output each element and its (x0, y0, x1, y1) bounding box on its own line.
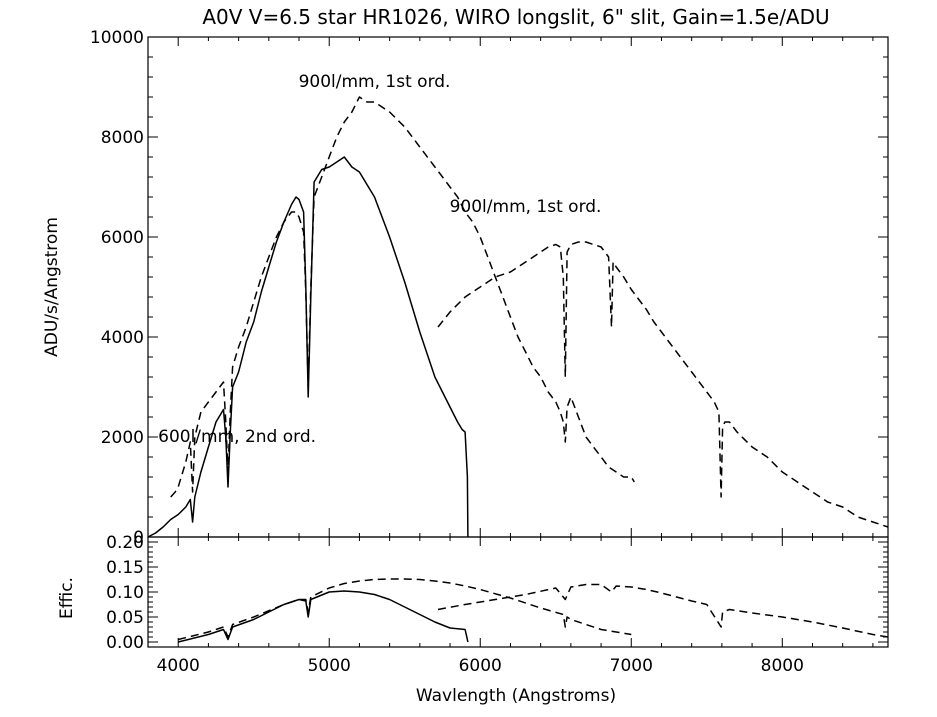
flux-y-axis-title: ADU/s/Angstrom (42, 217, 62, 357)
x-axis-title: Wavlength (Angstroms) (416, 686, 616, 706)
flux-annotations: 900l/mm, 1st ord. 900l/mm, 1st ord. 600l/m… (158, 72, 601, 447)
x-tick-labels: 4000 5000 6000 7000 8000 (157, 656, 804, 676)
efficiency-y-tick-label: 0.15 (106, 558, 144, 578)
flux-y-tick-label: 4000 (101, 328, 144, 348)
flux-panel: 0 2000 4000 6000 8000 10000 900l/mm, 1st ord.… (42, 28, 889, 548)
x-tick-label: 6000 (459, 656, 502, 676)
efficiency-y-tick-labels: 0.00 0.05 0.10 0.15 0.20 (106, 533, 144, 653)
efficiency-series-line-1 (178, 590, 469, 643)
annotation-label: 600l/mm, 2nd ord. (158, 427, 316, 447)
efficiency-plot-frame (147, 536, 889, 648)
flux-series-line-1 (147, 156, 469, 538)
x-tick-label: 7000 (610, 656, 653, 676)
flux-series-line-3 (437, 241, 889, 528)
efficiency-axis-ticks (147, 537, 888, 647)
flux-y-tick-labels: 0 2000 4000 6000 8000 10000 (90, 28, 144, 548)
efficiency-panel: 0.00 0.05 0.10 0.15 0.20 4000 5000 6000 7000 800… (57, 533, 889, 706)
efficiency-y-tick-label: 0.20 (106, 533, 144, 553)
efficiency-y-tick-label: 0.05 (106, 608, 144, 628)
flux-y-tick-label: 6000 (101, 228, 144, 248)
annotation-label: 900l/mm, 1st ord. (299, 72, 451, 92)
x-tick-label: 4000 (157, 656, 200, 676)
efficiency-series-line-2 (178, 578, 632, 641)
x-tick-label: 8000 (761, 656, 804, 676)
flux-y-tick-label: 10000 (90, 28, 144, 48)
annotation-label: 900l/mm, 1st ord. (450, 197, 602, 217)
chart-title: A0V V=6.5 star HR1026, WIRO longslit, 6"… (202, 5, 829, 29)
efficiency-y-tick-label: 0.00 (106, 633, 144, 653)
flux-series-line-2 (170, 96, 635, 498)
efficiency-series-group (178, 578, 889, 643)
efficiency-y-tick-label: 0.10 (106, 583, 144, 603)
flux-y-tick-label: 8000 (101, 128, 144, 148)
efficiency-series-line-3 (437, 583, 889, 638)
flux-y-tick-label: 2000 (101, 428, 144, 448)
efficiency-y-axis-title: Effic. (57, 577, 77, 619)
flux-series-group (147, 96, 889, 538)
flux-axis-ticks (147, 36, 888, 538)
x-tick-label: 5000 (308, 656, 351, 676)
flux-y-tick-label: 0 (133, 528, 144, 548)
